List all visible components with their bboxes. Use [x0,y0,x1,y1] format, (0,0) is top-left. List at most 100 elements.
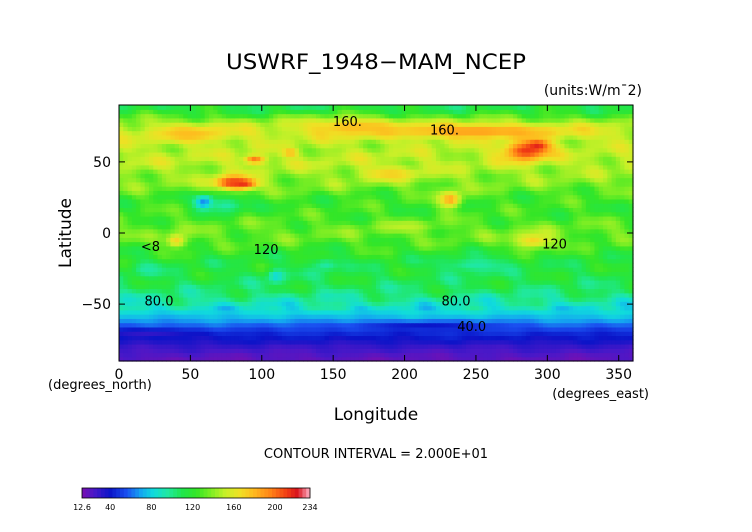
heat-cell [341,275,347,281]
heat-cell [260,233,266,238]
heat-cell [624,284,630,290]
heat-cell [517,220,523,226]
heat-cell [624,228,630,234]
heat-cell [418,241,424,247]
heat-cell [127,297,133,302]
heat-cell [470,241,476,247]
heat-cell [157,267,163,272]
heat-cell [337,275,343,281]
heat-cell [590,237,596,243]
heat-cell [144,292,150,298]
heat-cell [208,220,214,226]
heat-cell [281,331,287,336]
heat-cell [290,352,296,358]
heat-cell [465,318,471,324]
heat-cell [256,284,261,290]
heat-cell [448,190,454,196]
heat-cell [508,339,514,345]
heat-cell [178,233,184,238]
heat-cell [585,348,591,354]
heat-cell [226,194,231,200]
heat-cell [427,292,433,298]
heat-cell [435,194,441,200]
heat-cell [607,305,613,311]
heat-cell [538,339,544,345]
heat-cell [491,305,497,311]
heat-cell [157,211,163,217]
heat-cell [508,198,514,204]
heat-cell [213,331,219,336]
heat-cell [337,352,343,358]
heat-cell [316,271,321,277]
heat-cell [521,215,527,221]
heat-cell [620,198,626,204]
heat-cell [136,233,142,238]
heat-cell [474,207,480,213]
heat-cell [367,314,373,319]
heat-cell [333,258,339,264]
heat-cell [243,318,249,324]
heat-cell [448,224,454,230]
heat-cell [153,356,159,362]
heat-cell [277,305,283,311]
heat-cell [337,233,343,238]
heat-cell [624,262,630,268]
heat-cell [598,326,604,332]
heat-cell [243,335,249,341]
heat-cell [603,250,608,255]
heat-cell [491,292,497,298]
heat-cell [226,198,231,204]
heat-cell [303,198,309,204]
heat-cell [478,224,484,230]
heat-cell [611,318,617,324]
heat-cell [573,186,578,191]
heat-cell [247,352,253,358]
heat-cell [166,309,171,315]
heat-cell [123,190,129,196]
heat-cell [620,356,626,362]
heat-cell [354,309,360,315]
heat-cell [564,190,570,196]
heat-cell [170,352,176,358]
heat-cell [380,297,386,302]
heat-cell [427,348,433,354]
heat-cell [358,318,364,324]
heat-cell [427,186,433,191]
heat-cell [427,297,433,302]
heat-cell [264,245,270,251]
heat-cell [183,318,189,324]
heat-cell [530,267,536,272]
heat-cell [161,198,167,204]
heat-cell [213,301,219,307]
heat-cell [444,301,450,307]
heat-cell [341,224,347,230]
heat-cell [598,203,604,208]
heat-cell [307,181,313,187]
heat-cell [577,301,583,307]
heat-cell [483,356,488,362]
heat-cell [461,314,467,319]
heat-cell [277,220,283,226]
heat-cell [131,258,137,264]
heat-cell [384,211,390,217]
heat-cell [166,305,171,311]
heat-cell [333,339,339,345]
heat-cell [281,356,287,362]
heat-cell [615,326,621,332]
heat-cell [405,288,411,294]
heat-cell [144,284,150,290]
heat-cell [281,305,287,311]
heat-cell [384,190,390,196]
heat-cell [431,237,437,243]
heat-cell [183,194,189,200]
heat-cell [500,288,506,294]
heat-cell [465,207,471,213]
heat-cell [397,220,403,226]
heat-cell [543,203,548,208]
heat-cell [495,288,501,294]
heat-cell [161,297,167,302]
heat-cell [311,297,317,302]
heat-cell [487,262,493,268]
heat-cell [204,335,210,341]
heat-cell [380,220,386,226]
